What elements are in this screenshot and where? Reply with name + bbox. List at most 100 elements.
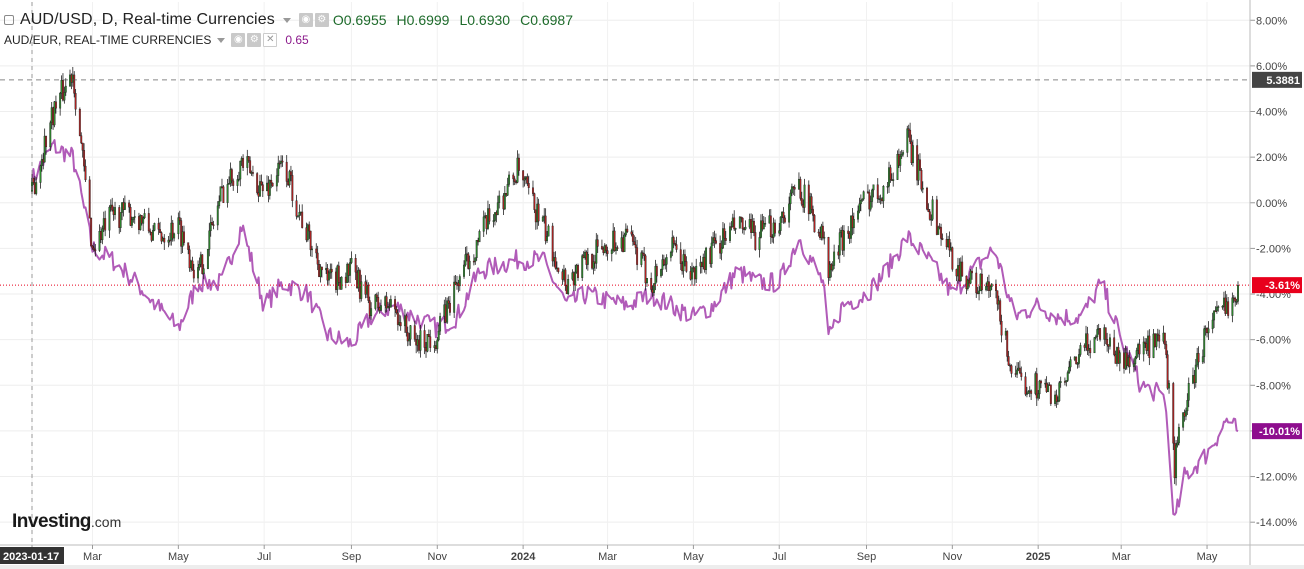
candle <box>147 207 150 234</box>
x-axis[interactable]: 2023-01-17 Mar May Jul Sep Nov 2024 Mar May Jul Se… <box>0 544 1304 569</box>
candle-body <box>446 300 449 323</box>
candle <box>1056 396 1059 405</box>
candle-body <box>1056 400 1059 403</box>
candle <box>230 167 233 186</box>
candle <box>419 324 422 358</box>
candle-body <box>1086 333 1089 351</box>
candle <box>228 176 230 185</box>
candle <box>503 185 506 211</box>
candle-body <box>774 222 776 234</box>
candle-body <box>1006 331 1009 357</box>
y-tick-label: 0.00% <box>1256 198 1287 210</box>
candle-body <box>32 177 35 183</box>
candle <box>239 160 242 187</box>
candle-body <box>799 178 802 199</box>
candle <box>630 225 633 237</box>
candle-body <box>1177 427 1180 444</box>
candle-body <box>931 199 934 220</box>
candle-body <box>368 300 371 317</box>
candle <box>1047 382 1049 393</box>
candle <box>995 279 997 299</box>
hline-tag-label: 5.3881 <box>1266 75 1300 87</box>
candle <box>114 201 116 220</box>
candle-body <box>738 216 741 229</box>
candle-body <box>858 203 861 212</box>
candle <box>1165 340 1168 359</box>
close-icon[interactable]: ✕ <box>263 33 278 47</box>
candle <box>394 295 397 317</box>
candle <box>691 262 693 286</box>
candle-body <box>271 182 274 187</box>
candle <box>142 216 145 232</box>
candle <box>1093 337 1096 354</box>
candle-body <box>405 315 408 333</box>
candle-body <box>508 174 511 185</box>
candle-body <box>429 336 432 348</box>
candle-body <box>133 216 136 218</box>
candle-body <box>177 217 180 235</box>
settings-icon[interactable]: ⚙ <box>247 33 262 47</box>
candle <box>931 195 934 221</box>
candle-body <box>349 262 351 276</box>
candle-body <box>595 239 598 264</box>
collapse-toggle-icon[interactable] <box>4 15 14 25</box>
chevron-down-icon[interactable] <box>217 37 226 43</box>
candle-body <box>239 160 242 180</box>
candle <box>1175 439 1178 486</box>
candle <box>1078 348 1080 368</box>
candle <box>843 225 845 257</box>
chevron-down-icon[interactable] <box>282 17 291 23</box>
candle-body <box>1025 393 1028 395</box>
candle-body <box>740 216 743 219</box>
candle-body <box>309 230 312 251</box>
candle <box>1135 347 1138 360</box>
candle-body <box>437 330 440 341</box>
candle-body <box>226 184 229 203</box>
candle-body <box>672 237 675 244</box>
compare-symbol-title[interactable]: AUD/EUR, REAL-TIME CURRENCIES <box>4 33 212 47</box>
candle <box>907 124 910 138</box>
candle-body <box>574 271 577 286</box>
candle-body <box>101 228 104 241</box>
candle <box>574 264 577 292</box>
candle-body <box>630 231 633 235</box>
candle-body <box>111 204 114 211</box>
candle <box>741 217 744 234</box>
candle <box>769 209 772 244</box>
candle <box>613 227 616 252</box>
eye-icon[interactable]: ◉ <box>298 13 313 27</box>
y-tick-label: 8.00% <box>1256 15 1287 27</box>
candle <box>108 205 111 238</box>
x-tick-label: Sep <box>342 551 362 563</box>
candle-body <box>838 232 841 256</box>
candle-body <box>541 216 544 222</box>
candle-body <box>606 250 609 254</box>
candle <box>740 216 743 223</box>
candle <box>758 231 761 258</box>
main-symbol-title[interactable]: AUD/USD, D, Real-time Currencies <box>20 11 275 28</box>
candle <box>306 223 309 242</box>
candle <box>567 274 570 296</box>
candle <box>920 168 923 192</box>
candle <box>600 239 603 251</box>
candle <box>1158 329 1161 349</box>
candle-body <box>513 178 516 183</box>
candle <box>380 299 382 312</box>
bottom-scrollbar[interactable] <box>0 565 1304 569</box>
candle-body <box>74 93 77 110</box>
candle-body <box>989 286 992 291</box>
candle <box>212 220 215 230</box>
candle <box>803 178 806 213</box>
candle <box>551 222 554 267</box>
candle-body <box>236 179 239 186</box>
candle-body <box>1055 394 1058 402</box>
candle-body <box>43 135 46 163</box>
candle <box>178 210 181 225</box>
candle <box>45 135 48 155</box>
candle-body <box>941 238 944 240</box>
settings-icon[interactable]: ⚙ <box>314 13 329 27</box>
eye-icon[interactable]: ◉ <box>231 33 246 47</box>
candle <box>90 217 93 247</box>
candle-body <box>132 217 135 220</box>
